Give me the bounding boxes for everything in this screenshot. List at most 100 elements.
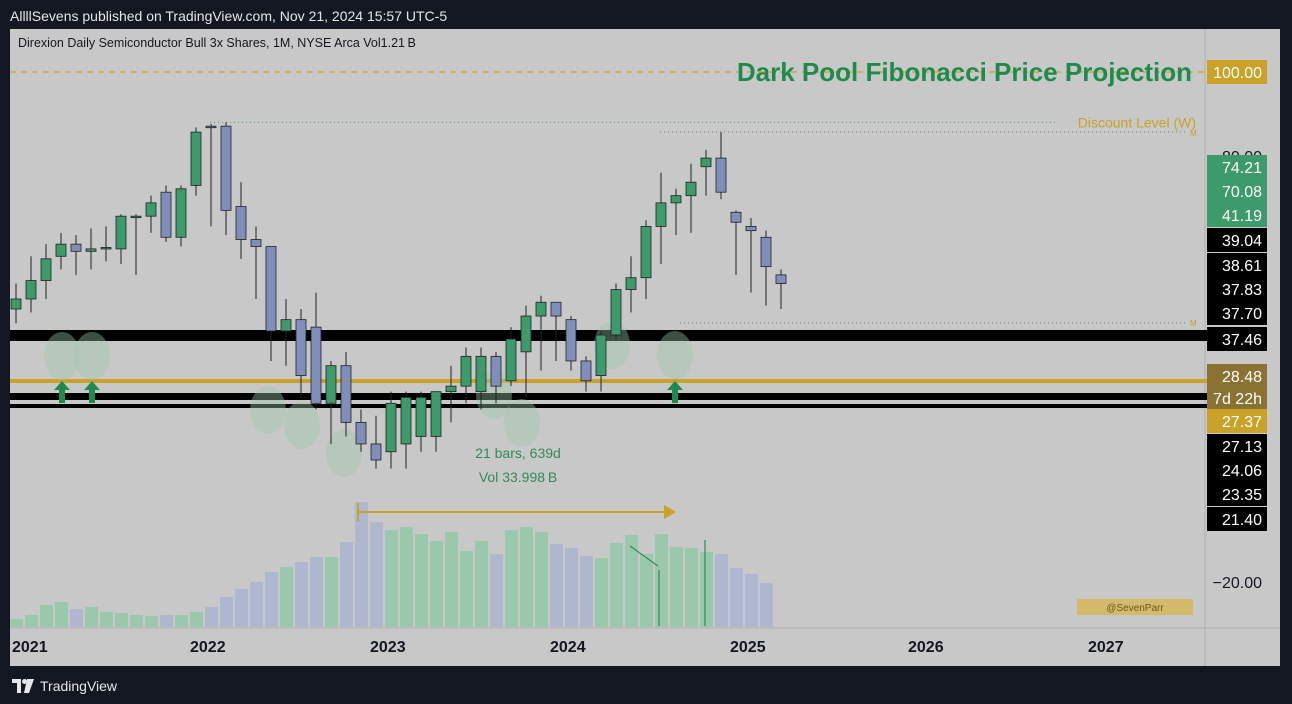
x-tick-label: 2025 bbox=[730, 639, 766, 656]
candle-body bbox=[475, 355, 487, 393]
candle-body bbox=[655, 202, 667, 227]
price-label: 23.35 bbox=[1222, 487, 1262, 504]
highlight-ellipse bbox=[284, 401, 320, 449]
volume-bar bbox=[745, 574, 758, 627]
candle-body bbox=[250, 239, 262, 247]
candle-body bbox=[445, 385, 457, 393]
volume-bar bbox=[295, 562, 308, 627]
volume-bar bbox=[505, 530, 518, 627]
candle-body bbox=[355, 421, 367, 445]
gold-line bbox=[10, 379, 1262, 383]
price-tag bbox=[1207, 277, 1267, 301]
volume-bar bbox=[175, 615, 188, 627]
x-tick-label: 2024 bbox=[550, 639, 586, 656]
candle-body bbox=[100, 247, 112, 250]
up-arrow-icon bbox=[84, 381, 100, 403]
price-tag bbox=[1207, 253, 1267, 277]
candle-body bbox=[280, 319, 292, 332]
volume-bar bbox=[130, 615, 143, 627]
x-tick-label: 2022 bbox=[190, 639, 226, 656]
candle-body bbox=[715, 157, 727, 193]
highlight-ellipse bbox=[657, 331, 693, 379]
price-label: 37.83 bbox=[1222, 282, 1262, 299]
volume-bar bbox=[400, 527, 413, 627]
candle-body bbox=[10, 298, 22, 310]
highlight-ellipse bbox=[44, 332, 80, 380]
candle-body bbox=[175, 188, 187, 238]
up-arrow-icon bbox=[54, 381, 70, 403]
symbol-legend: Direxion Daily Semiconductor Bull 3x Sha… bbox=[18, 36, 416, 50]
discount-label: Discount Level (W) bbox=[1078, 114, 1196, 130]
price-label: 24.06 bbox=[1222, 463, 1262, 480]
volume-bar bbox=[535, 532, 548, 627]
candle-body bbox=[775, 274, 787, 284]
candle-body bbox=[265, 246, 277, 332]
price-tag bbox=[1207, 507, 1267, 531]
candle-body bbox=[520, 315, 532, 353]
candle-body bbox=[310, 326, 322, 404]
volume-bar bbox=[430, 541, 443, 627]
x-tick-label: 2023 bbox=[370, 639, 406, 656]
price-tag bbox=[1207, 458, 1267, 482]
candle-body bbox=[430, 391, 442, 437]
highlight-ellipse bbox=[504, 399, 540, 447]
price-tag bbox=[1207, 409, 1267, 433]
highlight-ellipse bbox=[74, 332, 110, 380]
candle-body bbox=[340, 365, 352, 423]
price-tag bbox=[1207, 327, 1267, 351]
volume-bar bbox=[565, 548, 578, 627]
volume-bar bbox=[655, 534, 668, 627]
range-arrow-head bbox=[664, 505, 676, 519]
volume-bar bbox=[685, 548, 698, 627]
x-tick-label: 2027 bbox=[1088, 639, 1124, 656]
candle-body bbox=[55, 243, 67, 257]
x-tick-label: 2021 bbox=[12, 639, 48, 656]
price-label: 7d 22h bbox=[1213, 391, 1262, 408]
candle-body bbox=[730, 211, 742, 223]
candle-body bbox=[550, 301, 562, 317]
candle-body bbox=[400, 396, 412, 445]
price-label: 70.08 bbox=[1222, 184, 1262, 201]
price-label: 27.37 bbox=[1222, 414, 1262, 431]
volume-bar bbox=[475, 541, 488, 627]
volume-bar bbox=[595, 558, 608, 627]
candle-body bbox=[205, 125, 217, 129]
volume-bar bbox=[205, 607, 218, 627]
candle-body bbox=[610, 289, 622, 336]
candle-body bbox=[115, 215, 127, 250]
highlight-ellipse bbox=[326, 429, 362, 477]
price-label: 21.40 bbox=[1222, 512, 1262, 529]
candle-body bbox=[70, 243, 82, 252]
candle-body bbox=[190, 131, 202, 186]
candle-body bbox=[370, 443, 382, 461]
volume-bar bbox=[265, 572, 278, 627]
highlight-ellipse bbox=[250, 386, 286, 434]
tradingview-logo-icon bbox=[12, 679, 34, 693]
volume-bar bbox=[445, 532, 458, 627]
publish-info: AllllSevens published on TradingView.com… bbox=[10, 8, 448, 24]
volume-bar bbox=[55, 602, 68, 627]
price-tag bbox=[1207, 364, 1267, 388]
price-label: 39.04 bbox=[1222, 233, 1262, 250]
candle-body bbox=[685, 181, 697, 197]
volume-bar bbox=[190, 612, 203, 627]
volume-bar bbox=[280, 567, 293, 627]
volume-bar bbox=[40, 605, 53, 627]
candle-body bbox=[745, 226, 757, 232]
volume-bar bbox=[325, 557, 338, 627]
candle-body bbox=[325, 365, 337, 404]
projection-title: Dark Pool Fibonacci Price Projection bbox=[737, 57, 1192, 87]
price-tag bbox=[1207, 179, 1267, 203]
footer-brand: TradingView bbox=[12, 676, 117, 696]
price-label: −20.00 bbox=[1213, 575, 1262, 592]
volume-bar bbox=[160, 615, 173, 627]
candle-body bbox=[760, 236, 772, 268]
candle-body bbox=[565, 319, 577, 362]
candle-body bbox=[535, 301, 547, 317]
volume-bar bbox=[370, 522, 383, 627]
volume-bar bbox=[355, 502, 368, 627]
black-line-2 bbox=[10, 404, 1262, 408]
volume-bar bbox=[640, 554, 653, 627]
candle-body bbox=[295, 319, 307, 377]
